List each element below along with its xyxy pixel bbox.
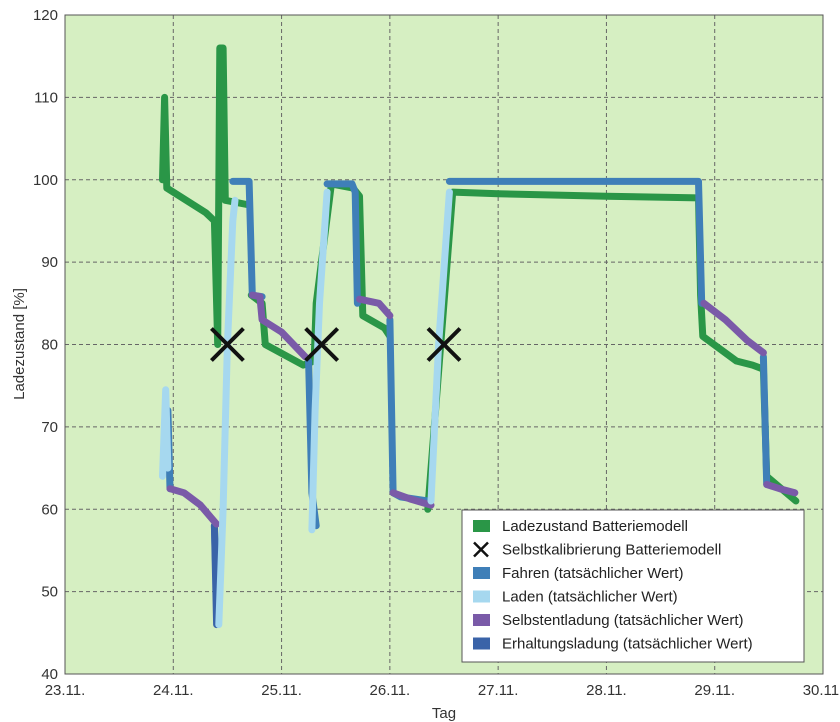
x-tick-labels: 23.11. 24.11. 25.11. 26.11. 27.11. 28.11. 29.1… [45, 682, 840, 699]
legend-swatch [473, 637, 490, 650]
legend-label: Erhaltungsladung (tatsächlicher Wert) [502, 636, 753, 653]
legend-swatch [473, 614, 490, 626]
x-tick-label: 24.11. [153, 682, 194, 699]
series-line-selbstentladung-tats-chlicher-wert [248, 291, 309, 361]
legend-swatch [473, 520, 490, 532]
x-tick-label: 28.11. [586, 682, 627, 699]
x-tick-label: 29.11. [694, 682, 735, 699]
plot-frame [64, 14, 824, 675]
legend-swatch [473, 590, 490, 603]
x-tick-label: 30.11. [803, 682, 840, 699]
y-axis-title: Ladezustand [%] [11, 288, 28, 400]
calibration-marker [304, 327, 340, 362]
legend-swatch [473, 567, 490, 579]
legend-label: Laden (tatsächlicher Wert) [502, 589, 678, 606]
x-tick-label: 27.11. [478, 682, 519, 699]
series-line-selbstentladung-tats-chlicher-wert [389, 489, 435, 509]
series-line-fahren-tats-chlicher-wert [323, 180, 361, 307]
y-tick-label: 90 [41, 254, 58, 271]
x-axis-title: Tag [432, 705, 456, 722]
series-line-fahren-tats-chlicher-wert [445, 177, 706, 307]
y-tick-labels: 40 50 60 70 80 90 100 110 120 [33, 7, 58, 683]
legend: Ladezustand Batteriemodell Selbstkalibrie… [461, 509, 805, 663]
y-tick-label: 100 [33, 172, 58, 189]
x-tick-label: 25.11. [261, 682, 302, 699]
series-line-fahren-tats-chlicher-wert [759, 353, 771, 488]
series-line-selbstentladung-tats-chlicher-wert [356, 295, 394, 320]
legend-label: Selbstentladung (tatsächlicher Wert) [502, 612, 744, 629]
series-line-laden-tats-chlicher-wert [308, 188, 331, 534]
legend-label: Selbstkalibrierung Batteriemodell [502, 542, 721, 559]
calibration-marker [426, 327, 462, 362]
y-tick-label: 50 [41, 584, 58, 601]
legend-box [461, 509, 805, 663]
x-tick-label: 26.11. [370, 682, 411, 699]
series-line-selbstentladung-tats-chlicher-wert [700, 299, 767, 357]
legend-label: Ladezustand Batteriemodell [502, 518, 688, 535]
y-tick-label: 80 [41, 337, 58, 354]
y-tick-label: 70 [41, 419, 58, 436]
calibration-marker [210, 327, 245, 362]
y-tick-label: 40 [41, 666, 58, 683]
series-line-ladezustand-batteriemodell [159, 44, 251, 348]
legend-marker-calibration [473, 541, 489, 558]
y-tick-label: 120 [33, 7, 58, 24]
series-line-laden-tats-chlicher-wert [159, 386, 172, 480]
series-line-selbstentladung-tats-chlicher-wert [166, 485, 221, 528]
y-tick-label: 110 [34, 89, 58, 106]
series-line-selbstentladung-tats-chlicher-wert [763, 481, 799, 497]
series-line-laden-tats-chlicher-wert [427, 188, 453, 505]
marker-layer [210, 327, 462, 362]
x-tick-label: 23.11. [45, 682, 86, 699]
legend-label: Fahren (tatsächlicher Wert) [502, 565, 683, 582]
y-tick-label: 60 [41, 501, 58, 518]
